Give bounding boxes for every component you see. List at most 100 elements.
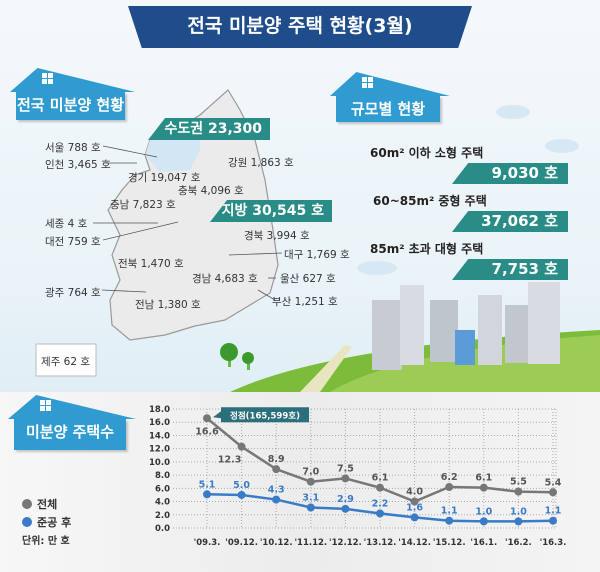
label-gyeongnam: 경남 4,683 호	[192, 273, 258, 285]
data-label: 1.6	[406, 502, 423, 513]
size-label-medium: 60~85m² 중형 주택	[373, 194, 487, 208]
size-label-small: 60m² 이하 소형 주택	[370, 146, 484, 160]
data-point	[549, 488, 557, 497]
peak-annotation: 정점(165,599호)	[230, 410, 300, 421]
data-label: 6.2	[441, 472, 458, 483]
x-tick-label: '16.3.	[540, 538, 567, 548]
y-tick-label: 16.0	[149, 418, 170, 428]
label-jeonbuk: 전북 1,470 호	[118, 258, 184, 270]
x-tick-label: '14.12.	[398, 538, 431, 548]
label-daejeon: 대전 759 호	[45, 236, 101, 248]
data-label: 6.1	[372, 473, 389, 484]
data-point	[272, 465, 281, 474]
data-label: 1.0	[475, 506, 492, 517]
label-gyeongbuk: 경북 3,994 호	[244, 230, 310, 242]
blue-dot-icon	[22, 517, 32, 527]
y-tick-label: 10.0	[149, 458, 170, 468]
y-tick-label: 6.0	[155, 484, 170, 494]
label-daegu: 대구 1,769 호	[284, 249, 350, 261]
label-sejong: 세종 4 호	[45, 218, 88, 230]
data-point	[376, 483, 384, 492]
data-label: 1.1	[545, 506, 562, 517]
section-header-by-size: 규모별 현황	[330, 72, 450, 122]
x-tick-label: '16.1.	[470, 538, 497, 548]
data-label: 4.0	[406, 487, 423, 498]
data-label: 3.1	[302, 493, 319, 504]
scenery	[220, 105, 600, 392]
label-busan: 부산 1,251 호	[272, 296, 338, 308]
legend-completed-label: 준공 후	[37, 516, 72, 529]
label-ulsan: 울산 627 호	[280, 273, 336, 285]
leader-lines	[93, 145, 283, 301]
label-jeonnam: 전남 1,380 호	[135, 299, 201, 311]
data-label: 12.3	[218, 455, 241, 466]
x-tick-label: '16.2.	[505, 538, 532, 548]
data-label: 1.0	[510, 506, 527, 517]
data-label: 5.1	[199, 479, 216, 490]
data-label: 8.9	[268, 454, 285, 465]
window-icon	[362, 77, 373, 88]
size-value-medium: 37,062 호	[452, 211, 568, 232]
legend-total-label: 전체	[37, 498, 58, 511]
label-seoul: 서울 788 호	[45, 142, 101, 154]
data-label: 2.2	[372, 498, 389, 509]
x-tick-label: '15.12.	[433, 538, 466, 548]
data-label: 2.9	[337, 494, 354, 505]
data-point	[272, 495, 281, 504]
data-label: 16.6	[195, 426, 219, 437]
x-tick-label: '13.12.	[364, 538, 397, 548]
section-header-count: 미분양 주택수	[8, 395, 136, 450]
peak-annotation-box	[221, 407, 309, 423]
section-title: 미분양 주택수	[14, 419, 126, 450]
data-point	[306, 503, 315, 512]
data-point	[445, 483, 454, 492]
label-gangwon: 강원 1,863 호	[228, 157, 294, 169]
y-tick-label: 14.0	[149, 431, 170, 441]
y-tick-label: 0.0	[155, 524, 170, 534]
gray-dot-icon	[22, 499, 32, 509]
data-label: 6.1	[475, 473, 492, 484]
size-label-large: 85m² 초과 대형 주택	[370, 242, 484, 256]
data-point	[479, 483, 488, 492]
data-label: 5.0	[233, 480, 250, 491]
data-point	[341, 504, 350, 513]
y-tick-label: 12.0	[149, 445, 170, 455]
cloud-icon	[357, 105, 579, 275]
capital-banner: 수도권 23,300 호	[148, 118, 270, 140]
x-tick-label: '11.12.	[294, 538, 327, 548]
peak-annotation-pointer	[213, 411, 221, 419]
jeju-box	[35, 343, 97, 377]
y-tick-label: 2.0	[155, 511, 170, 521]
data-label: 4.3	[268, 485, 285, 496]
legend-completed: 준공 후	[22, 514, 71, 530]
data-point	[203, 490, 211, 499]
y-tick-label: 18.0	[149, 405, 170, 415]
label-gyeonggi: 경기 19,047 호	[128, 172, 201, 184]
y-tick-label: 4.0	[155, 498, 170, 508]
data-point	[479, 517, 488, 526]
label-chungbuk: 충북 4,096 호	[178, 185, 244, 197]
y-tick-label: 8.0	[155, 471, 170, 481]
legend-total: 전체	[22, 496, 57, 512]
data-point	[514, 517, 523, 526]
data-label: 7.5	[337, 463, 354, 474]
x-tick-label: '10.12.	[260, 538, 293, 548]
label-jeju: 제주 62 호	[41, 356, 91, 368]
label-gwangju: 광주 764 호	[45, 287, 101, 299]
section-header-national: 전국 미분양 현황	[10, 68, 135, 120]
data-point	[237, 442, 246, 451]
window-icon	[42, 73, 53, 84]
unit-label: 단위: 만 호	[22, 536, 70, 547]
window-icon	[40, 400, 51, 411]
data-point	[410, 497, 419, 506]
data-point	[410, 513, 419, 522]
label-chungnam: 충남 7,823 호	[110, 199, 176, 211]
size-value-large: 7,753 호	[452, 259, 568, 280]
data-point	[549, 516, 557, 525]
tree-icon	[220, 343, 254, 370]
data-point	[237, 490, 246, 499]
data-label: 5.5	[510, 477, 527, 488]
label-incheon: 인천 3,465 호	[45, 159, 111, 171]
path	[300, 345, 352, 392]
